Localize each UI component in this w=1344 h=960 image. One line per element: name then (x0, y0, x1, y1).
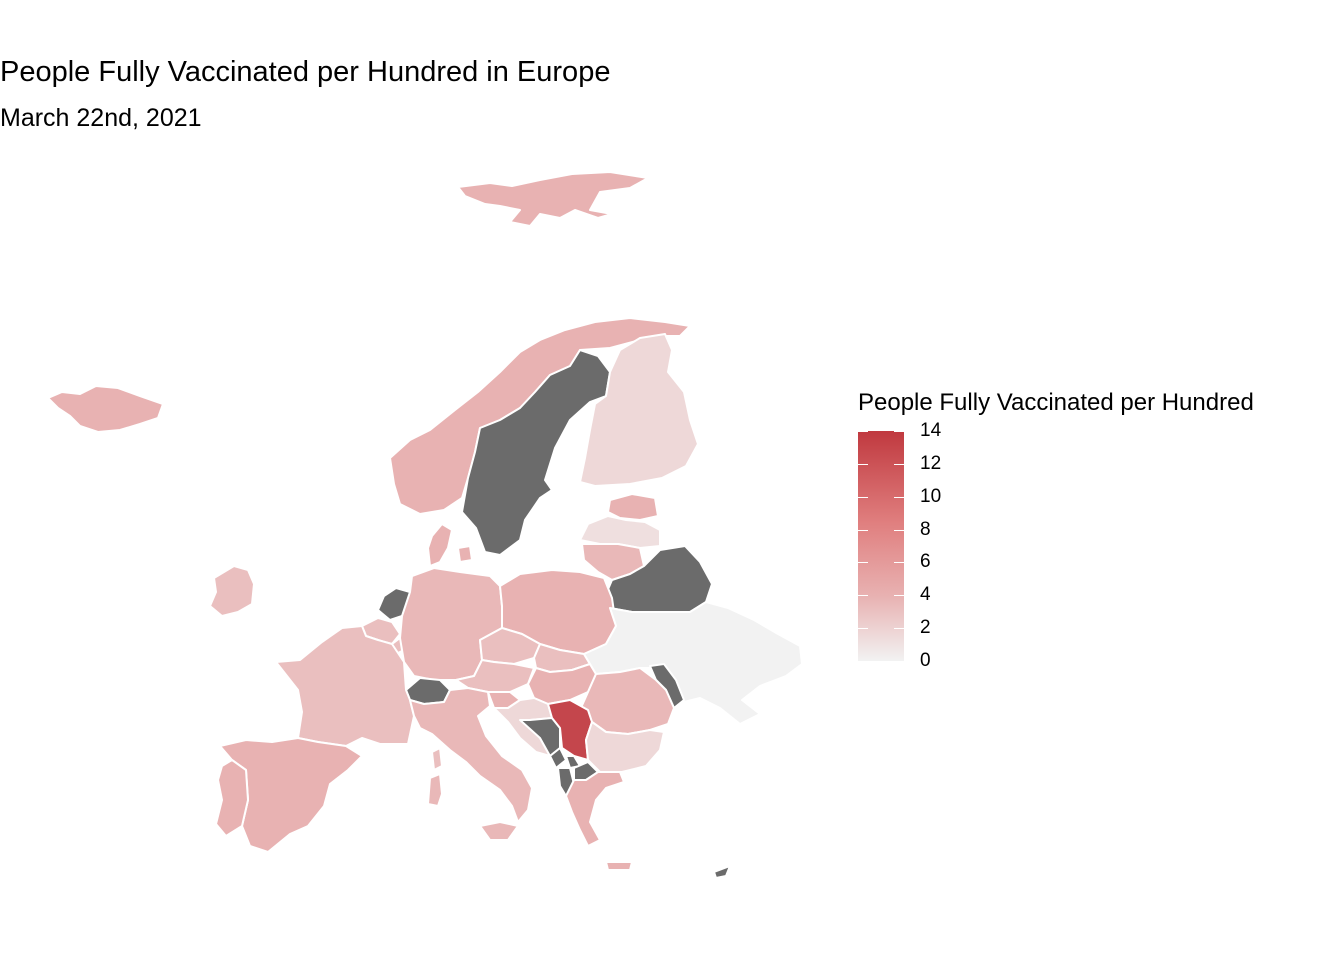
region-svalbard (457, 171, 649, 227)
region-norway (389, 317, 691, 515)
legend-tick-label: 12 (920, 453, 942, 474)
region-sicily (479, 821, 519, 841)
region-italy (409, 687, 533, 823)
legend-tick-mark (858, 661, 868, 662)
legend-tick-label: 10 (920, 486, 942, 507)
legend-tick-mark (894, 464, 904, 465)
legend-title: People Fully Vaccinated per Hundred (858, 389, 1254, 416)
legend-tick-label: 6 (920, 551, 931, 572)
legend-tick-mark (894, 497, 904, 498)
region-montenegro (549, 747, 567, 769)
map-subtitle: March 22nd, 2021 (0, 104, 202, 132)
legend-tick-mark (894, 595, 904, 596)
legend-tick-mark (858, 562, 868, 563)
legend-tick-mark (858, 595, 868, 596)
legend-tick-label: 14 (920, 420, 942, 441)
legend-tick-mark (858, 431, 868, 432)
legend-tick-mark (858, 628, 868, 629)
region-crete (605, 861, 633, 871)
region-iceland (47, 385, 164, 433)
legend-tick-mark (858, 464, 868, 465)
region-cyprus (713, 865, 731, 879)
map-title: People Fully Vaccinated per Hundred in E… (0, 56, 611, 88)
region-greece (565, 771, 625, 847)
region-finland (579, 333, 699, 487)
region-sardinia (427, 773, 443, 807)
region-estonia (607, 493, 659, 521)
legend-tick-label: 0 (920, 650, 931, 671)
legend-tick-mark (858, 497, 868, 498)
legend-tick-label: 2 (920, 617, 931, 638)
region-corsica (431, 747, 443, 771)
legend-tick-mark (894, 562, 904, 563)
region-latvia (579, 515, 661, 549)
region-portugal (215, 759, 249, 837)
legend-tick-mark (894, 530, 904, 531)
legend-tick-mark (858, 530, 868, 531)
legend-tick-label: 4 (920, 584, 931, 605)
legend-tick-mark (894, 628, 904, 629)
legend-color-bar (858, 431, 904, 661)
legend-tick-mark (894, 431, 904, 432)
region-ireland (209, 565, 255, 617)
region-sweden (461, 349, 611, 556)
region-denmark (427, 523, 473, 567)
legend-tick-label: 8 (920, 519, 931, 540)
legend-tick-mark (894, 661, 904, 662)
region-bulgaria (585, 721, 665, 773)
